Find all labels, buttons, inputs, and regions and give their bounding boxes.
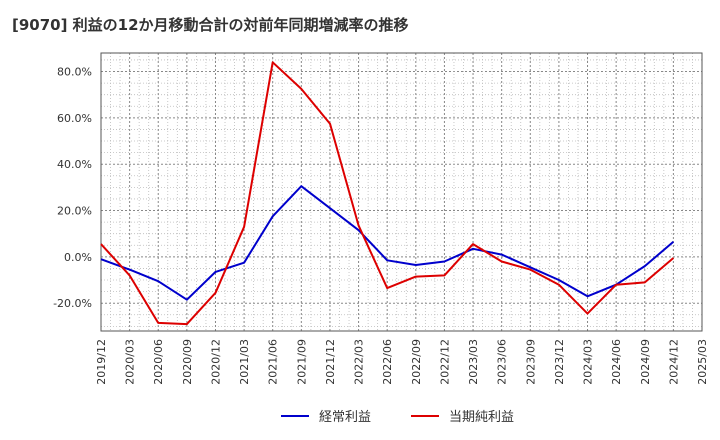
x-tick-label: 2020/09 [181, 339, 194, 385]
y-tick-label: 80.0% [57, 66, 92, 79]
y-tick-label: 40.0% [57, 158, 92, 171]
x-tick-label: 2023/03 [467, 339, 480, 385]
plot-frame [100, 52, 703, 332]
series-line-net-profit [100, 61, 675, 326]
axes: -20.0% 0.0% 20.0% 40.0% 60.0% 80.0% 2019/12 202… [53, 52, 709, 385]
chart-title: [9070] 利益の12か月移動合計の対前年同期増減率の推移 [12, 16, 409, 34]
x-tick-label: 2021/09 [295, 339, 308, 385]
x-tick-label: 2022/09 [410, 339, 423, 385]
x-tick-label: 2022/12 [438, 339, 451, 385]
y-tick-label: 0.0% [64, 251, 92, 264]
y-tick-label: 20.0% [57, 205, 92, 218]
x-tick-label: 2021/03 [238, 339, 251, 385]
x-tick-label: 2024/09 [639, 339, 652, 385]
x-tick-label: 2022/06 [381, 339, 394, 385]
x-tick-label: 2020/03 [124, 339, 137, 385]
x-tick-label: 2022/03 [353, 339, 366, 385]
x-tick-label: 2023/12 [553, 339, 566, 385]
series [100, 61, 675, 326]
x-tick-label: 2024/12 [667, 339, 680, 385]
x-tick-label: 2021/12 [324, 339, 337, 385]
x-tick-label: 2020/06 [152, 339, 165, 385]
series-line-ordinary-profit [100, 185, 675, 301]
x-tick-label: 2024/06 [610, 339, 623, 385]
x-tick-label: 2020/12 [209, 339, 222, 385]
legend: 経常利益 当期純利益 [281, 410, 514, 425]
x-tick-label: 2021/06 [267, 339, 280, 385]
y-tick-label: 60.0% [57, 112, 92, 125]
grid [100, 53, 703, 331]
x-tick-label: 2024/03 [582, 339, 595, 385]
legend-label: 経常利益 [319, 410, 371, 425]
x-tick-label: 2019/12 [95, 339, 108, 385]
x-tick-label: 2023/09 [524, 339, 537, 385]
legend-label: 当期純利益 [449, 410, 514, 425]
x-tick-label: 2023/06 [496, 339, 509, 385]
y-tick-label: -20.0% [53, 297, 92, 310]
x-tick-label: 2025/03 [696, 339, 709, 385]
